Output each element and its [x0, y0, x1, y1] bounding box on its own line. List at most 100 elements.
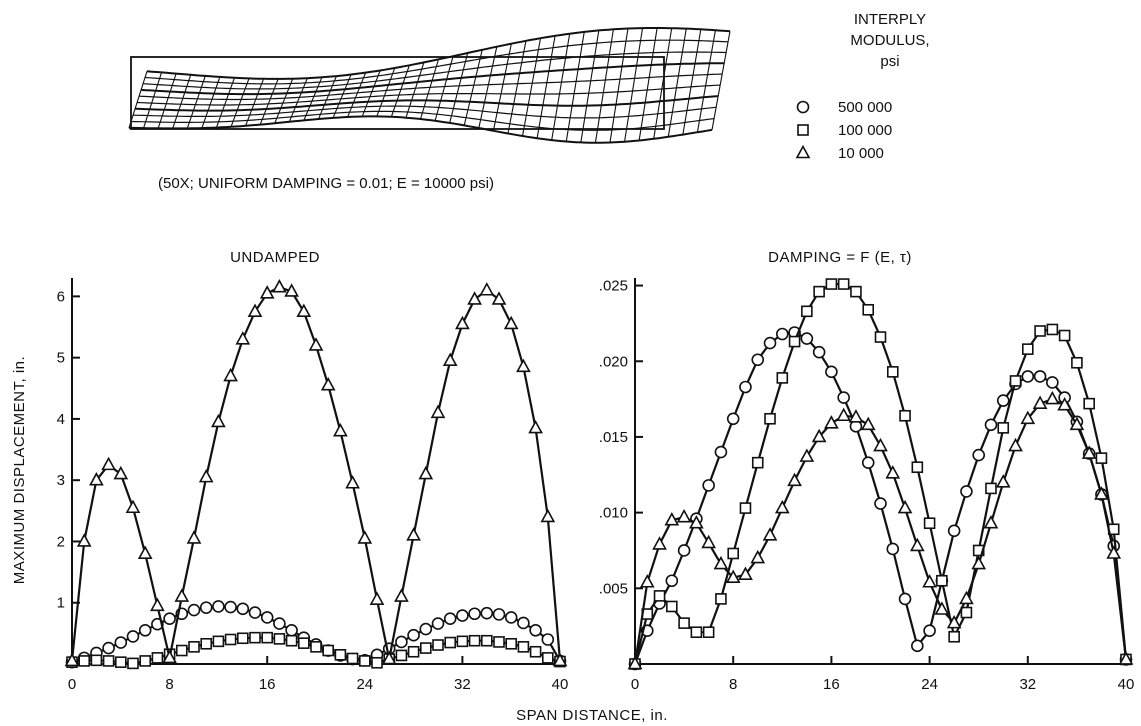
- data-point-undamped-square-22: [334, 649, 347, 661]
- data-point-undamped-triangle-5: [125, 499, 141, 514]
- mesh-column-line-34: [624, 28, 644, 142]
- data-point-undamped-circle-6: [138, 624, 152, 637]
- data-point-undamped-triangle-6: [137, 545, 153, 560]
- data-point-damped-square-35: [1058, 329, 1071, 342]
- data-point-damped-triangle-35: [1057, 396, 1072, 411]
- mesh-column-line-40: [711, 31, 731, 131]
- data-point-undamped-triangle-9: [174, 588, 190, 602]
- y-tick-label-damped-4: .025: [599, 278, 628, 295]
- mesh-column-line-19: [405, 62, 425, 118]
- data-point-undamped-square-33: [468, 634, 481, 647]
- data-point-undamped-square-12: [212, 635, 225, 648]
- mesh-column-line-21: [434, 56, 454, 121]
- legend-marker-triangle: [795, 144, 811, 159]
- data-point-undamped-circle-5: [126, 630, 140, 643]
- data-point-damped-circle-27: [960, 485, 973, 498]
- mesh-column-line-14: [332, 74, 352, 119]
- data-point-undamped-triangle-25: [369, 591, 385, 605]
- data-point-undamped-triangle-11: [198, 468, 214, 483]
- data-point-undamped-triangle-3: [101, 456, 116, 471]
- chart-damped: 0 8 16 24 32 40 .005 .010 .015 .020 .025: [599, 278, 1135, 693]
- data-point-undamped-circle-3: [102, 641, 115, 655]
- data-point-undamped-circle-36: [504, 611, 518, 624]
- mesh-column-line-16: [361, 70, 381, 117]
- data-point-damped-triangle-30: [995, 474, 1011, 488]
- x-tick-label-damped-1: 8: [729, 676, 737, 693]
- data-point-undamped-square-32: [456, 635, 469, 648]
- data-point-undamped-triangle-19: [296, 303, 312, 317]
- data-point-damped-triangle-16: [824, 415, 839, 429]
- data-point-undamped-circle-28: [407, 628, 420, 642]
- data-point-damped-square-9: [739, 502, 752, 514]
- data-point-undamped-circle-30: [431, 617, 445, 630]
- data-point-undamped-triangle-8: [162, 649, 177, 664]
- mesh-column-line-37: [667, 28, 687, 137]
- mesh-column-line-17: [376, 67, 396, 117]
- data-point-damped-square-8: [727, 547, 740, 560]
- data-point-damped-triangle-31: [1008, 437, 1023, 452]
- data-point-damped-square-38: [1095, 452, 1108, 464]
- data-point-damped-triangle-39: [1106, 545, 1122, 559]
- data-point-damped-circle-3: [665, 574, 679, 588]
- data-point-damped-square-19: [862, 303, 875, 316]
- data-point-damped-triangle-13: [787, 472, 802, 487]
- data-point-undamped-square-19: [297, 637, 310, 649]
- data-point-undamped-square-21: [322, 644, 335, 657]
- data-point-damped-square-2: [653, 590, 666, 602]
- mesh-layer-line-9: [146, 27, 731, 80]
- data-point-damped-triangle-17: [836, 407, 852, 422]
- legend-label-square: 100 000: [838, 122, 892, 139]
- x-tick-label-undamped-3: 24: [356, 676, 373, 693]
- data-point-damped-triangle-27: [959, 590, 974, 605]
- data-point-damped-square-13: [788, 335, 801, 348]
- data-point-damped-triangle-38: [1094, 486, 1109, 500]
- data-point-undamped-square-16: [261, 631, 274, 644]
- data-point-damped-triangle-11: [762, 527, 778, 541]
- chart-title-damped: DAMPING = F (E, τ): [768, 249, 912, 266]
- data-point-damped-triangle-26: [946, 614, 962, 629]
- data-point-undamped-triangle-30: [430, 404, 446, 419]
- legend-title-line-1: INTERPLY: [854, 11, 926, 28]
- legend-title-line-2: MODULUS,: [850, 32, 929, 49]
- data-point-undamped-triangle-7: [150, 597, 165, 612]
- mesh-column-line-2: [157, 73, 177, 129]
- data-point-undamped-circle-16: [260, 611, 274, 624]
- data-point-damped-circle-8: [726, 412, 740, 426]
- data-point-damped-triangle-20: [873, 437, 888, 452]
- data-point-undamped-square-38: [529, 645, 542, 658]
- data-point-damped-square-17: [837, 278, 850, 290]
- y-axis-label: MAXIMUM DISPLACEMENT, in.: [11, 356, 28, 584]
- data-point-damped-circle-12: [775, 327, 789, 341]
- data-point-undamped-square-17: [273, 633, 286, 645]
- legend-label-circle: 500 000: [838, 99, 892, 116]
- data-point-undamped-circle-33: [468, 607, 481, 621]
- x-tick-label-damped-3: 24: [921, 676, 938, 693]
- data-point-damped-circle-14: [800, 332, 814, 345]
- mesh-column-line-13: [317, 75, 337, 120]
- data-point-damped-circle-7: [714, 445, 728, 459]
- data-point-undamped-square-35: [493, 636, 505, 648]
- data-point-undamped-square-28: [407, 645, 420, 658]
- data-point-damped-triangle-37: [1081, 445, 1097, 459]
- y-tick-label-damped-0: .005: [599, 580, 628, 597]
- x-tick-label-undamped-1: 8: [165, 676, 173, 693]
- deformed-beam-mesh: [128, 27, 731, 144]
- y-tick-label-undamped-1: 2: [57, 533, 65, 550]
- mesh-column-line-0: [128, 71, 148, 129]
- x-tick-label-damped-2: 16: [823, 676, 840, 693]
- mesh-column-line-29: [551, 33, 571, 141]
- data-point-undamped-circle-11: [199, 601, 213, 614]
- data-point-damped-triangle-5: [689, 515, 704, 529]
- x-tick-label-undamped-5: 40: [552, 676, 569, 693]
- mesh-column-line-11: [288, 77, 308, 123]
- data-point-undamped-circle-14: [236, 602, 250, 616]
- y-tick-label-undamped-3: 4: [57, 411, 65, 428]
- data-point-undamped-triangle-37: [516, 358, 531, 373]
- mesh-column-line-30: [565, 31, 585, 142]
- data-point-undamped-triangle-33: [467, 291, 482, 305]
- y-tick-label-undamped-5: 6: [57, 288, 65, 305]
- y-tick-label-damped-2: .015: [599, 429, 628, 446]
- data-point-undamped-circle-35: [492, 608, 506, 621]
- data-point-damped-square-32: [1021, 343, 1034, 355]
